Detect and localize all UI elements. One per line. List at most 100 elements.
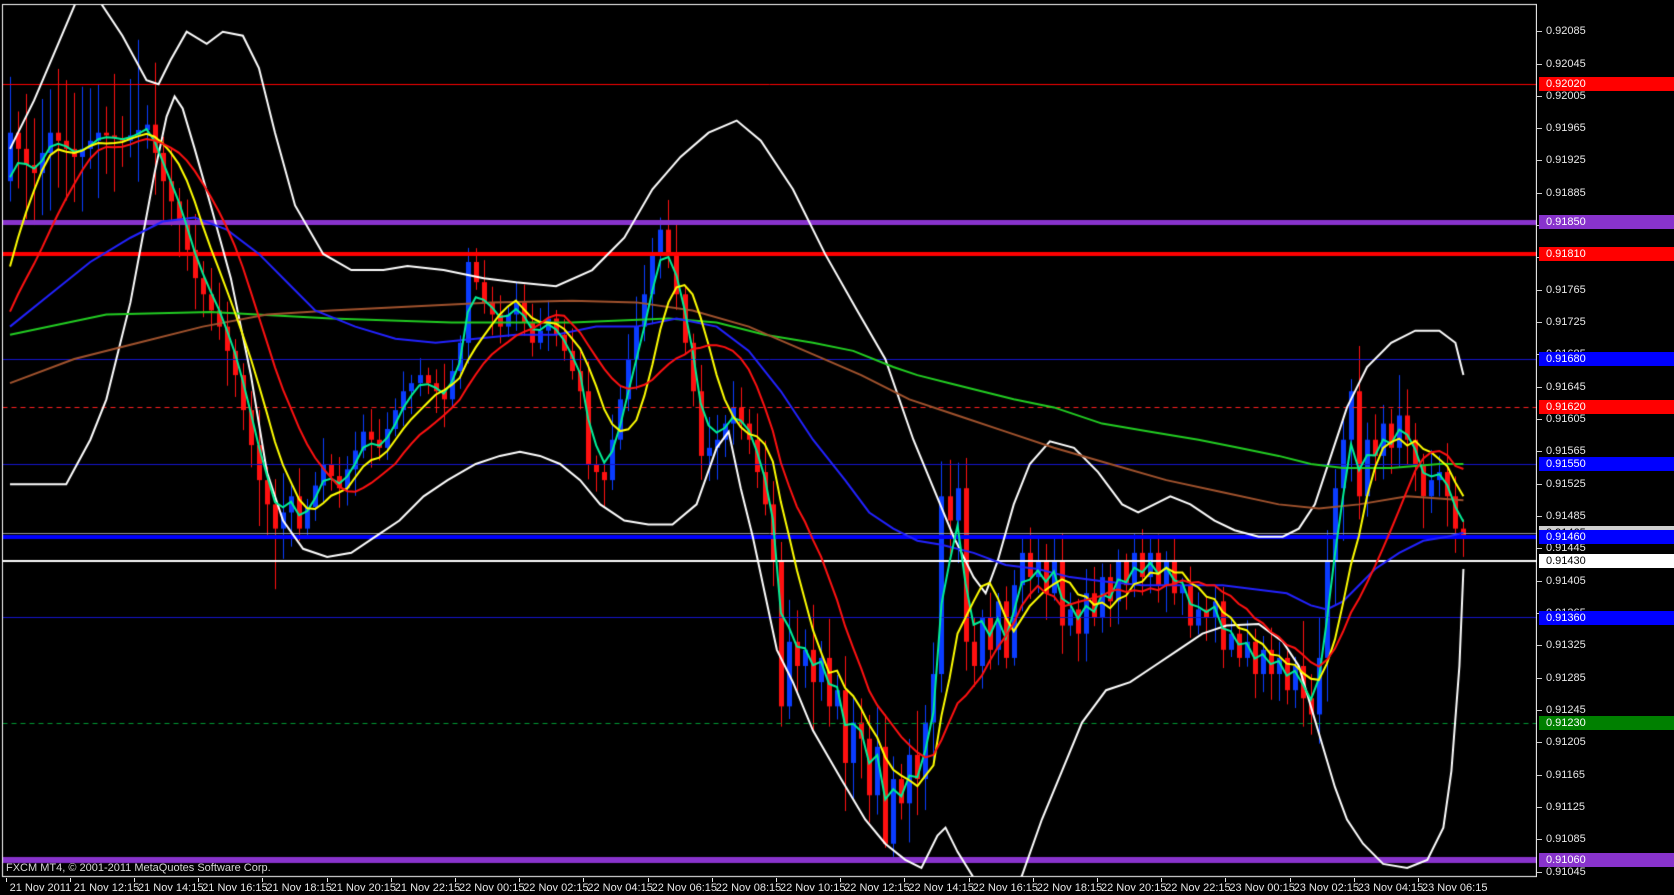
- time-tick-label: 21 Nov 16:15: [202, 882, 268, 894]
- time-tick-label: 21 Nov 12:15: [73, 882, 140, 894]
- price-tick-mark: [1537, 709, 1542, 711]
- time-tick-mark: [840, 878, 842, 882]
- price-level-marker: 0.91810: [1539, 246, 1674, 261]
- price-tick-mark: [1537, 386, 1542, 388]
- price-tick-label: 0.91925: [1546, 154, 1586, 167]
- price-level-marker: 0.91680: [1539, 351, 1674, 366]
- price-tick-label: 0.91205: [1546, 736, 1586, 749]
- time-tick-label: 23 Nov 06:15: [1422, 882, 1488, 894]
- time-tick-mark: [5, 878, 7, 882]
- price-level-marker: 0.91460: [1539, 529, 1674, 544]
- time-tick-label: 22 Nov 14:15: [908, 882, 974, 894]
- time-tick-label: 22 Nov 04:15: [587, 882, 653, 894]
- time-tick-mark: [69, 878, 71, 882]
- time-tick-mark: [262, 878, 264, 882]
- price-tick-mark: [1537, 192, 1542, 194]
- time-tick-mark: [1161, 878, 1163, 882]
- time-tick-label: 22 Nov 20:15: [1101, 882, 1167, 894]
- price-level-marker: 0.91620: [1539, 400, 1674, 415]
- price-tick-mark: [1537, 839, 1542, 841]
- time-tick-label: 22 Nov 18:15: [1036, 882, 1103, 894]
- price-tick-mark: [1537, 742, 1542, 744]
- time-tick-mark: [519, 878, 521, 882]
- time-tick-mark: [1353, 878, 1355, 882]
- price-tick-mark: [1537, 548, 1542, 550]
- price-tick-mark: [1537, 806, 1542, 808]
- time-tick-label: 21 Nov 22:15: [394, 882, 461, 894]
- price-level-marker: 0.91850: [1539, 214, 1674, 229]
- price-tick-mark: [1537, 322, 1542, 324]
- time-tick-mark: [711, 878, 713, 882]
- price-tick-label: 0.91605: [1546, 413, 1586, 426]
- time-tick-label: 22 Nov 10:15: [780, 882, 846, 894]
- time-tick-mark: [455, 878, 456, 882]
- time-tick-label: 22 Nov 12:15: [844, 882, 910, 894]
- price-tick-label: 0.91445: [1546, 542, 1586, 555]
- price-tick-label: 0.91645: [1546, 380, 1586, 393]
- price-tick-mark: [1537, 580, 1542, 582]
- time-tick-label: 21 Nov 20:15: [330, 882, 397, 894]
- time-tick-mark: [1225, 878, 1227, 882]
- price-chart-canvas[interactable]: [0, 0, 1540, 878]
- price-tick-label: 0.91485: [1546, 510, 1586, 522]
- copyright-text: FXCM MT4, © 2001-2011 MetaQuotes Softwar…: [6, 862, 271, 874]
- price-tick-mark: [1537, 451, 1542, 453]
- price-tick-label: 0.92045: [1546, 57, 1586, 70]
- time-tick-label: 21 Nov 14:15: [138, 882, 204, 894]
- time-tick-mark: [776, 878, 777, 882]
- price-tick-label: 0.92085: [1546, 25, 1586, 38]
- price-level-marker: 0.92020: [1539, 77, 1674, 92]
- time-tick-label: 22 Nov 00:15: [459, 882, 525, 894]
- time-tick-mark: [904, 878, 906, 882]
- time-axis[interactable]: 21 Nov 2011 21 Nov 12:15 21 Nov 14:15 21 No…: [0, 878, 1537, 895]
- price-tick-label: 0.91285: [1546, 671, 1586, 684]
- price-tick-mark: [1537, 677, 1542, 679]
- price-tick-label: 0.91885: [1546, 186, 1586, 199]
- time-tick-label: 22 Nov 02:15: [523, 882, 589, 894]
- time-tick-label: 21 Nov 2011: [9, 882, 72, 894]
- price-level-marker: 0.91230: [1539, 715, 1674, 730]
- time-tick-mark: [198, 878, 200, 882]
- time-tick-mark: [390, 878, 392, 882]
- price-tick-label: 0.91405: [1546, 574, 1586, 587]
- price-level-marker: 0.91060: [1539, 852, 1674, 867]
- time-tick-label: 23 Nov 04:15: [1357, 882, 1424, 894]
- time-tick-label: 23 Nov 00:15: [1229, 882, 1295, 894]
- time-tick-label: 22 Nov 16:15: [972, 882, 1039, 894]
- price-level-marker: 0.91430: [1539, 553, 1674, 568]
- price-tick-label: 0.91165: [1546, 768, 1585, 781]
- price-tick-label: 0.91565: [1546, 445, 1586, 458]
- price-tick-mark: [1537, 774, 1542, 776]
- time-tick-mark: [1418, 878, 1419, 882]
- time-tick-mark: [326, 878, 328, 882]
- time-tick-mark: [1032, 878, 1034, 882]
- time-tick-label: 23 Nov 02:15: [1293, 882, 1360, 894]
- price-tick-mark: [1537, 31, 1542, 33]
- price-tick-mark: [1537, 871, 1542, 873]
- price-tick-mark: [1537, 95, 1542, 97]
- price-tick-label: 0.91085: [1546, 833, 1586, 846]
- price-tick-label: 0.91525: [1546, 477, 1586, 490]
- time-tick-mark: [583, 878, 585, 882]
- price-tick-label: 0.91725: [1546, 316, 1586, 329]
- price-level-marker: 0.91360: [1539, 610, 1674, 625]
- price-level-marker: 0.91550: [1539, 456, 1674, 471]
- price-tick-label: 0.91325: [1546, 639, 1586, 652]
- price-axis[interactable]: 0.92085 0.92045 0.92005 0.91965 0.91925 0.918…: [1537, 0, 1674, 878]
- time-tick-label: 22 Nov 06:15: [651, 882, 718, 894]
- price-tick-label: 0.91245: [1546, 703, 1586, 716]
- time-tick-mark: [1097, 878, 1098, 882]
- price-tick-mark: [1537, 516, 1542, 517]
- price-tick-mark: [1537, 419, 1542, 421]
- time-tick-mark: [647, 878, 649, 882]
- price-tick-mark: [1537, 63, 1542, 65]
- time-tick-mark: [134, 878, 135, 882]
- price-tick-mark: [1537, 483, 1542, 485]
- price-tick-label: 0.91765: [1546, 283, 1586, 296]
- time-tick-label: 22 Nov 22:15: [1165, 882, 1231, 894]
- price-tick-mark: [1537, 160, 1542, 162]
- time-tick-label: 21 Nov 18:15: [266, 882, 332, 894]
- price-tick-mark: [1537, 645, 1542, 647]
- time-tick-mark: [1289, 878, 1291, 882]
